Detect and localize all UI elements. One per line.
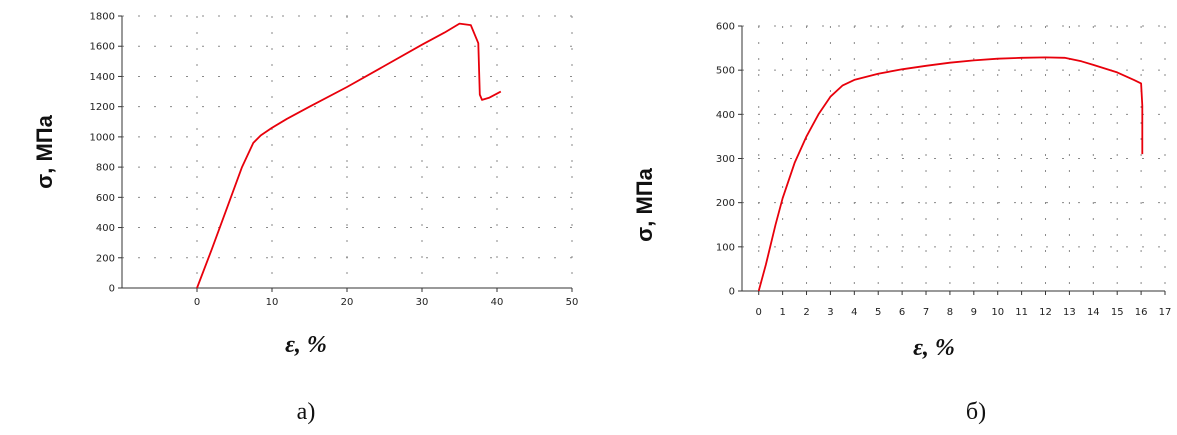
x-tick-label: 7 bbox=[923, 307, 929, 318]
panel-caption: б) bbox=[966, 399, 986, 425]
panel-caption: а) bbox=[297, 399, 316, 425]
y-tick-label: 1600 bbox=[90, 42, 115, 53]
y-tick-label: 500 bbox=[716, 66, 735, 77]
x-tick-label: 11 bbox=[1015, 307, 1028, 318]
x-tick-label: 20 bbox=[341, 297, 354, 308]
data-series-line bbox=[757, 56, 1144, 292]
x-tick-label: 10 bbox=[991, 307, 1004, 318]
x-tick-label: 4 bbox=[851, 307, 857, 318]
y-tick-label: 0 bbox=[729, 287, 735, 298]
x-tick-label: 9 bbox=[971, 307, 977, 318]
chart-a: 0 200 400 600 800 1000 1200 1400 1600 1800 0 10 20 30… bbox=[32, 12, 579, 426]
y-tick-label: 400 bbox=[716, 110, 735, 121]
x-tick-label: 0 bbox=[194, 297, 200, 308]
y-tick-label: 1200 bbox=[90, 102, 115, 113]
chart-a-svg: 0 200 400 600 800 1000 1200 1400 1600 1800 0 10 20 30… bbox=[32, 12, 579, 426]
y-tick-label: 1800 bbox=[90, 12, 115, 23]
y-axis-title: σ, МПа bbox=[32, 114, 57, 188]
x-tick-label: 40 bbox=[491, 297, 504, 308]
x-tick-label: 15 bbox=[1111, 307, 1124, 318]
x-tick-label: 3 bbox=[827, 307, 833, 318]
y-axis-title: σ, МПа bbox=[632, 167, 657, 241]
y-tick-label: 1400 bbox=[90, 72, 115, 83]
x-tick-label: 5 bbox=[875, 307, 881, 318]
y-tick-label: 200 bbox=[716, 198, 735, 209]
y-tick-label: 600 bbox=[96, 193, 115, 204]
data-series-line bbox=[196, 22, 502, 289]
x-tick-label: 2 bbox=[803, 307, 809, 318]
x-tick-label: 17 bbox=[1159, 307, 1172, 318]
y-tick-label: 400 bbox=[96, 223, 115, 234]
x-tick-label: 10 bbox=[266, 297, 279, 308]
x-tick-label: 13 bbox=[1063, 307, 1076, 318]
y-tick-label: 300 bbox=[716, 154, 735, 165]
y-tick-label: 800 bbox=[96, 163, 115, 174]
y-tick-label: 600 bbox=[716, 22, 735, 33]
x-tick-label: 8 bbox=[947, 307, 953, 318]
x-axis-title: ε, % bbox=[913, 335, 955, 361]
x-tick-label: 1 bbox=[779, 307, 785, 318]
x-tick-label: 16 bbox=[1135, 307, 1148, 318]
chart-b: 0 100 200 300 400 500 600 0 1 2 3 4 5 6 7 8 9 10 11 12 13 14 1… bbox=[590, 0, 1177, 435]
x-tick-label: 12 bbox=[1039, 307, 1052, 318]
y-tick-label: 1000 bbox=[90, 132, 115, 143]
x-tick-label: 30 bbox=[416, 297, 429, 308]
x-tick-label: 0 bbox=[756, 307, 762, 318]
x-tick-label: 50 bbox=[566, 297, 579, 308]
y-tick-label: 100 bbox=[716, 242, 735, 253]
y-tick-label: 200 bbox=[96, 253, 115, 264]
x-axis-title: ε, % bbox=[285, 332, 327, 358]
x-tick-label: 14 bbox=[1087, 307, 1100, 318]
x-tick-label: 6 bbox=[899, 307, 905, 318]
y-tick-label: 0 bbox=[109, 284, 115, 295]
